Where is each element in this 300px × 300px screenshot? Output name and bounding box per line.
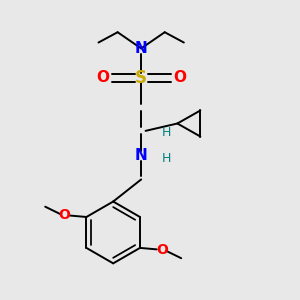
Text: O: O [173, 70, 187, 86]
Text: N: N [135, 41, 148, 56]
Text: H: H [161, 126, 171, 139]
Text: O: O [96, 70, 109, 86]
Text: S: S [135, 69, 147, 87]
Text: H: H [161, 152, 171, 165]
Text: N: N [135, 148, 148, 164]
Text: O: O [157, 243, 169, 257]
Text: O: O [58, 208, 70, 222]
